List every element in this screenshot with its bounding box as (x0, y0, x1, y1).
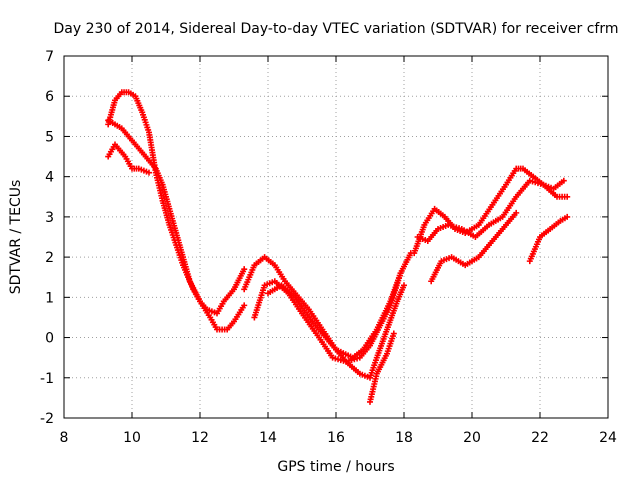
data-point (146, 169, 152, 176)
series-track-c (105, 141, 152, 176)
series-track-i (414, 177, 571, 245)
y-axis-label: SDTVAR / TECUs (8, 180, 24, 295)
x-tick-label: 24 (599, 430, 617, 446)
y-tick-label: 5 (45, 129, 54, 145)
series-track-b (105, 117, 248, 333)
data-point (390, 330, 397, 337)
series-track-k (526, 213, 571, 265)
y-tick-label: 2 (45, 250, 54, 266)
x-axis-label: GPS time / hours (277, 459, 394, 475)
data-point (564, 193, 571, 200)
x-tick-label: 12 (191, 430, 209, 446)
y-tick-label: 0 (45, 331, 54, 347)
x-tick-label: 22 (531, 430, 549, 446)
data-point (560, 177, 567, 184)
y-tick-label: 3 (45, 210, 54, 226)
y-tick-label: 7 (45, 49, 54, 65)
y-tick-label: 6 (45, 89, 54, 105)
x-tick-label: 8 (60, 430, 69, 446)
data-point (564, 213, 571, 220)
y-tick-label: 1 (45, 290, 54, 306)
data-point (397, 270, 404, 277)
chart-title: Day 230 of 2014, Sidereal Day-to-day VTE… (54, 21, 619, 37)
y-tick-label: 4 (45, 170, 54, 186)
series-track-f (265, 282, 407, 381)
x-tick-label: 16 (327, 430, 345, 446)
x-tick-label: 20 (463, 430, 481, 446)
y-tick-label: -2 (40, 411, 54, 427)
data-point (401, 282, 407, 289)
x-tick-label: 18 (395, 430, 413, 446)
data-point (241, 302, 248, 309)
data-point (513, 209, 520, 216)
series-track-j (428, 209, 520, 285)
series-track-g (367, 330, 397, 405)
data-point (241, 266, 248, 273)
data-points (105, 89, 571, 405)
x-tick-label: 14 (259, 430, 277, 446)
x-tick-label: 10 (123, 430, 141, 446)
y-tick-label: -1 (40, 371, 54, 387)
